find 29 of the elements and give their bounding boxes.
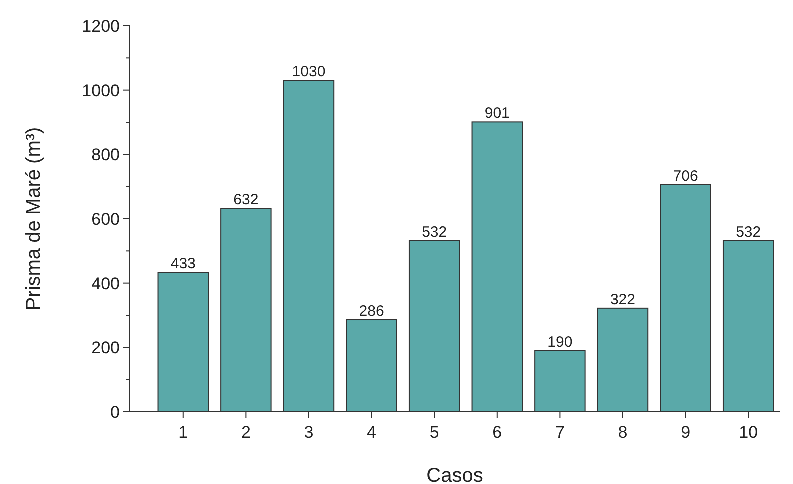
data-label: 532	[736, 224, 762, 241]
y-tick-label: 600	[92, 210, 120, 229]
data-label: 190	[548, 334, 573, 351]
data-label: 706	[673, 168, 698, 185]
data-label: 632	[234, 192, 259, 209]
x-tick-label: 4	[367, 423, 377, 442]
y-axis-title: Prisma de Maré (m³)	[23, 127, 45, 311]
x-tick-label: 7	[555, 423, 565, 442]
x-axis-title: Casos	[426, 465, 484, 484]
y-tick-label: 1200	[82, 16, 120, 36]
y-tick-label: 400	[92, 274, 120, 294]
x-tick-label: 5	[430, 423, 440, 442]
data-label: 286	[359, 303, 384, 320]
data-label: 532	[422, 224, 448, 241]
x-tick-label: 2	[241, 423, 251, 442]
y-tick-label: 800	[92, 146, 120, 165]
x-tick-label: 9	[681, 423, 691, 442]
x-tick-label: 8	[618, 423, 628, 442]
x-tick-label: 3	[304, 423, 314, 442]
y-tick-label: 200	[92, 338, 120, 358]
y-tick-label: 1000	[82, 81, 120, 100]
x-tick-label: 1	[178, 423, 188, 442]
y-tick-label: 0	[110, 402, 120, 422]
x-tick-label: 6	[492, 423, 502, 442]
data-label: 901	[484, 105, 510, 122]
data-label: 1030	[292, 64, 326, 81]
data-label: 322	[610, 291, 636, 308]
data-label: 433	[170, 256, 196, 273]
x-tick-label: 10	[739, 423, 758, 442]
